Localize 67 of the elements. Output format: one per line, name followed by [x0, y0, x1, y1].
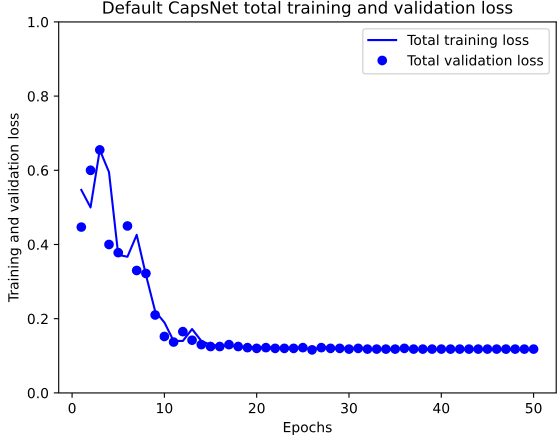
point: [132, 266, 142, 276]
y-tick-label: 0.2: [28, 314, 48, 324]
point: [454, 344, 465, 354]
point: [214, 342, 225, 352]
point: [252, 344, 262, 354]
point: [122, 221, 132, 231]
x-tick-label: 0: [68, 402, 76, 414]
point: [482, 344, 492, 354]
point: [233, 342, 244, 352]
point: [372, 344, 382, 354]
x-tick-label: 40: [433, 402, 450, 414]
y-tick-label: 0.0: [28, 388, 48, 398]
point: [270, 344, 280, 354]
point: [362, 344, 372, 354]
point: [326, 344, 336, 354]
point: [206, 342, 216, 352]
point: [141, 268, 151, 278]
point: [353, 344, 364, 354]
point: [288, 344, 298, 354]
chart-title: Default CapsNet total training and validation loss: [103, 0, 512, 18]
point: [427, 344, 437, 354]
point: [464, 344, 474, 354]
point: [196, 340, 206, 350]
point: [520, 344, 530, 354]
point: [446, 344, 456, 354]
point: [528, 344, 538, 354]
legend-label: Total training loss: [407, 34, 528, 48]
point: [418, 344, 428, 354]
y-axis-title: Training and validation loss: [8, 113, 22, 302]
point: [150, 310, 160, 320]
point: [316, 342, 326, 352]
x-axis-title: Epochs: [284, 422, 332, 436]
x-tick-label: 30: [341, 402, 357, 414]
point: [344, 344, 354, 354]
point: [224, 340, 234, 350]
point: [86, 165, 96, 176]
point: [400, 344, 410, 354]
point: [334, 344, 345, 354]
y-tick-label: 0.4: [28, 239, 48, 250]
point: [261, 342, 271, 352]
point: [492, 344, 502, 354]
point: [298, 342, 308, 352]
x-tick-label: 20: [248, 402, 265, 414]
point: [113, 248, 124, 258]
point: [94, 145, 105, 155]
point: [242, 342, 252, 352]
point: [510, 344, 520, 354]
point: [160, 332, 170, 342]
point: [104, 240, 114, 250]
point: [307, 344, 317, 355]
point: [76, 222, 86, 232]
point: [178, 326, 188, 337]
y-tick-label: 0.8: [28, 91, 48, 102]
point: [390, 344, 400, 354]
point: [381, 344, 391, 354]
point: [408, 344, 418, 354]
point: [501, 344, 511, 354]
point: [280, 344, 290, 354]
point: [436, 344, 446, 354]
x-tick-label: 50: [526, 402, 542, 414]
point: [168, 337, 178, 347]
y-tick-label: 1.0: [28, 16, 48, 28]
x-tick-label: 10: [157, 402, 172, 414]
y-tick-label: 0.6: [28, 165, 48, 176]
point: [473, 344, 484, 354]
point: [187, 335, 197, 346]
legend-label: Total validation loss: [407, 54, 544, 66]
